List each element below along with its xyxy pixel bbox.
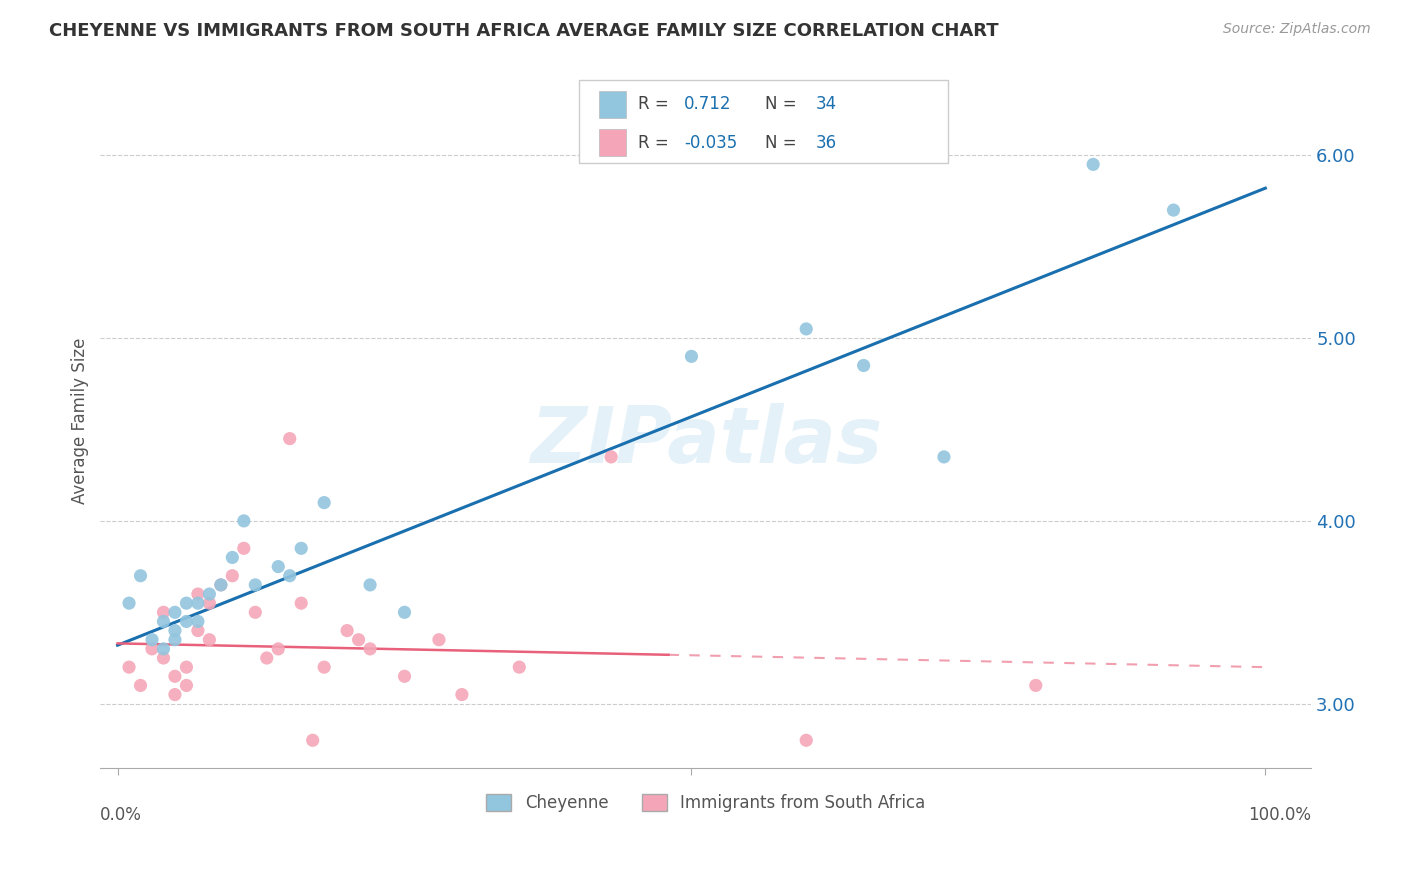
Point (118, 596, 141, 610)
Point (176, 660, 198, 674)
Point (187, 615, 209, 629)
Point (256, 651, 278, 665)
Text: 34: 34 (815, 95, 837, 113)
Point (347, 632, 370, 647)
Point (278, 432, 301, 446)
Point (187, 596, 209, 610)
Text: 36: 36 (815, 134, 837, 152)
Point (301, 733, 323, 747)
Point (267, 559, 290, 574)
Point (221, 550, 243, 565)
FancyBboxPatch shape (599, 91, 626, 118)
Point (198, 587, 221, 601)
Point (152, 605, 174, 619)
Text: R =: R = (638, 134, 673, 152)
Point (141, 641, 163, 656)
Text: -0.035: -0.035 (683, 134, 737, 152)
Point (198, 596, 221, 610)
Point (198, 632, 221, 647)
Point (290, 541, 312, 556)
Point (176, 596, 198, 610)
Point (1025, 678, 1047, 692)
Point (681, 350, 703, 364)
Point (187, 624, 209, 638)
Point (163, 632, 186, 647)
Point (245, 578, 267, 592)
Point (1163, 203, 1185, 218)
Point (508, 660, 530, 674)
Text: 100.0%: 100.0% (1249, 805, 1312, 824)
Text: R =: R = (638, 95, 673, 113)
Point (336, 624, 359, 638)
Point (932, 450, 955, 464)
Point (794, 322, 817, 336)
Point (794, 733, 817, 747)
Point (129, 678, 152, 692)
Point (600, 450, 623, 464)
Text: N =: N = (765, 134, 801, 152)
Point (359, 578, 381, 592)
Point (1081, 157, 1104, 171)
Point (267, 641, 290, 656)
Point (852, 359, 875, 373)
Point (152, 641, 174, 656)
Point (163, 669, 186, 683)
Point (118, 660, 141, 674)
Legend: Cheyenne, Immigrants from South Africa: Cheyenne, Immigrants from South Africa (479, 787, 932, 819)
Text: Source: ZipAtlas.com: Source: ZipAtlas.com (1223, 22, 1371, 37)
Text: CHEYENNE VS IMMIGRANTS FROM SOUTH AFRICA AVERAGE FAMILY SIZE CORRELATION CHART: CHEYENNE VS IMMIGRANTS FROM SOUTH AFRICA… (49, 22, 998, 40)
Point (232, 514, 254, 528)
Point (129, 568, 152, 582)
Point (394, 605, 416, 619)
Point (245, 605, 267, 619)
Point (427, 632, 450, 647)
Point (152, 615, 174, 629)
Y-axis label: Average Family Size: Average Family Size (72, 337, 89, 503)
Text: 0.0%: 0.0% (100, 805, 142, 824)
Point (221, 568, 243, 582)
Point (176, 615, 198, 629)
Text: ZIPatlas: ZIPatlas (530, 403, 882, 479)
Point (187, 587, 209, 601)
FancyBboxPatch shape (599, 129, 626, 156)
Text: 0.712: 0.712 (683, 95, 731, 113)
Point (209, 578, 232, 592)
Point (163, 605, 186, 619)
Point (176, 678, 198, 692)
Point (314, 660, 336, 674)
Point (290, 596, 312, 610)
Point (232, 541, 254, 556)
Point (141, 632, 163, 647)
Point (152, 651, 174, 665)
Point (451, 688, 474, 702)
Text: N =: N = (765, 95, 801, 113)
Point (163, 688, 186, 702)
Point (163, 624, 186, 638)
Point (278, 568, 301, 582)
Point (209, 578, 232, 592)
Point (314, 495, 336, 509)
FancyBboxPatch shape (579, 80, 948, 163)
Point (394, 669, 416, 683)
Point (359, 641, 381, 656)
